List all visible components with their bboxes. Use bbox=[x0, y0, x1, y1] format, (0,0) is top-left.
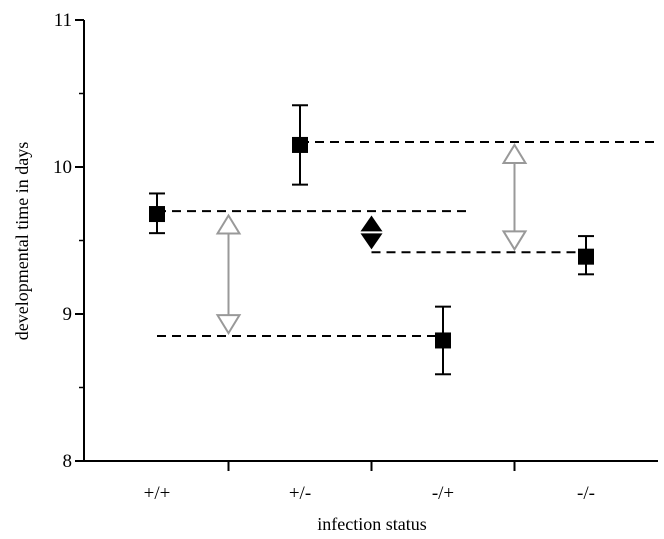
y-tick-label: 8 bbox=[63, 451, 73, 472]
arrow-head-up bbox=[215, 213, 242, 235]
arrow-head-up bbox=[501, 143, 528, 164]
x-tick-label: -/- bbox=[577, 483, 595, 504]
x-tick-label: +/- bbox=[289, 483, 311, 504]
data-points bbox=[149, 104, 594, 376]
x-axis-title: infection status bbox=[317, 514, 426, 534]
arrow-head-down bbox=[360, 233, 383, 250]
square-marker bbox=[149, 206, 165, 223]
y-axis-title: developmental time in days bbox=[12, 142, 32, 340]
comparison-arrow bbox=[501, 143, 528, 252]
data-point bbox=[292, 104, 308, 186]
arrow-head-up bbox=[360, 215, 383, 232]
square-marker bbox=[435, 332, 451, 349]
y-tick-label: 9 bbox=[63, 304, 73, 325]
reference-lines bbox=[157, 141, 658, 338]
x-tick-label: -/+ bbox=[432, 483, 454, 504]
comparison-arrow bbox=[360, 215, 383, 250]
data-point bbox=[578, 235, 594, 276]
y-tick-label: 11 bbox=[54, 10, 72, 31]
data-point bbox=[435, 305, 451, 376]
square-marker bbox=[578, 248, 594, 265]
x-tick-label: +/+ bbox=[144, 483, 171, 504]
arrow-head-down bbox=[501, 230, 528, 252]
arrow-head-down bbox=[215, 314, 242, 336]
y-tick-label: 10 bbox=[53, 157, 72, 178]
data-point bbox=[149, 192, 165, 235]
axes: 8 9 10 11 +/+ +/- -/+ -/- bbox=[53, 10, 658, 504]
square-marker bbox=[292, 136, 308, 153]
comparison-arrows bbox=[215, 143, 528, 336]
comparison-arrow bbox=[215, 213, 242, 336]
